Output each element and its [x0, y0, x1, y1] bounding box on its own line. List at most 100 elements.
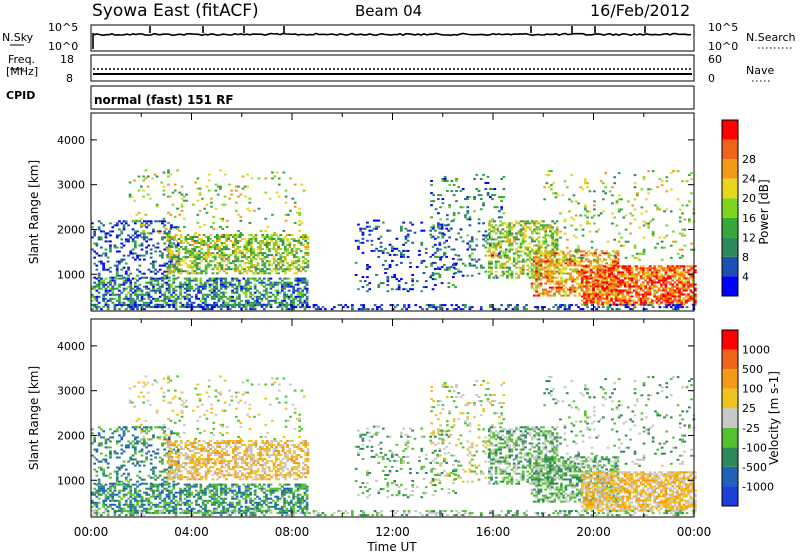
velocity-cell	[106, 497, 110, 500]
velocity-cell	[113, 489, 117, 492]
power-cell	[247, 277, 250, 280]
power-cell	[156, 242, 160, 245]
power-cell	[590, 299, 593, 302]
power-cell	[431, 253, 435, 256]
power-cell	[204, 244, 208, 246]
power-cell	[232, 234, 235, 236]
power-cell	[617, 232, 621, 235]
power-cell	[304, 240, 307, 242]
power-cell	[252, 258, 255, 261]
power-cell	[632, 275, 636, 278]
power-cell	[254, 272, 258, 275]
power-cell	[591, 290, 595, 293]
power-cell	[173, 268, 176, 271]
power-cell	[225, 258, 228, 261]
power-cell	[227, 260, 231, 263]
power-cell	[118, 283, 121, 286]
power-cell	[626, 289, 629, 292]
power-cell	[674, 308, 678, 311]
power-cell	[642, 285, 645, 288]
power-cell	[207, 252, 210, 255]
power-cell	[628, 279, 632, 282]
power-cell	[623, 265, 627, 268]
power-cell	[584, 214, 587, 217]
power-cell	[284, 270, 287, 273]
power-cell	[539, 252, 543, 255]
power-cell	[461, 304, 465, 307]
power-cell	[269, 287, 273, 290]
power-cell	[104, 287, 108, 290]
power-cell	[612, 281, 616, 284]
power-cell	[145, 220, 148, 223]
power-cell	[168, 236, 172, 238]
power-cell	[642, 297, 645, 300]
power-cell	[221, 217, 225, 220]
power-cell	[443, 246, 447, 249]
power-cell	[240, 285, 243, 288]
power-cell	[140, 276, 144, 279]
power-cell	[240, 287, 243, 290]
power-cell	[612, 286, 615, 289]
power-cell	[195, 297, 198, 300]
power-cell	[665, 306, 669, 309]
power-cell	[395, 288, 399, 291]
power-cell	[250, 244, 253, 246]
power-cell	[253, 279, 257, 282]
power-cell	[515, 222, 518, 225]
power-cell	[665, 208, 669, 211]
power-cell	[586, 210, 589, 213]
power-cell	[432, 200, 436, 203]
power-cell	[149, 248, 153, 251]
power-cell	[660, 277, 663, 280]
cpid-panel-frame	[90, 85, 695, 110]
power-cell	[502, 212, 506, 215]
power-cell	[176, 244, 180, 247]
power-cell	[570, 216, 574, 219]
power-cell	[290, 305, 293, 308]
power-cell	[574, 200, 578, 203]
power-cell	[681, 306, 684, 309]
power-cell	[535, 260, 538, 263]
power-cell	[680, 281, 684, 284]
velocity-cell	[95, 491, 99, 494]
power-cell	[278, 291, 282, 294]
power-cell	[420, 229, 424, 232]
power-cell	[337, 304, 341, 307]
power-cell	[106, 299, 110, 302]
power-cell	[213, 242, 217, 244]
power-cell	[277, 195, 281, 198]
power-cell	[510, 276, 514, 279]
power-cell	[172, 287, 176, 290]
power-cell	[583, 301, 586, 304]
power-cell	[386, 276, 390, 279]
power-cell	[431, 235, 435, 238]
power-cell	[613, 238, 616, 241]
velocity-cell	[127, 485, 130, 488]
power-cell	[254, 264, 258, 267]
power-cell	[524, 228, 527, 231]
power-cell	[583, 275, 586, 278]
power-cell	[216, 240, 219, 242]
power-cell	[354, 274, 358, 276]
power-cell	[519, 232, 523, 235]
power-cell	[555, 266, 559, 269]
power-cell	[384, 247, 387, 250]
power-cell	[662, 287, 665, 290]
power-cell	[154, 289, 157, 292]
power-cell	[602, 190, 605, 193]
power-cell	[167, 279, 171, 282]
power-cell	[138, 254, 142, 257]
power-cell	[91, 287, 94, 290]
power-cell	[550, 234, 553, 237]
power-cell	[604, 192, 607, 195]
power-cell	[653, 269, 656, 272]
power-cell	[619, 285, 623, 288]
power-cell	[603, 274, 606, 277]
velocity-cell	[149, 495, 153, 498]
power-cell	[544, 238, 548, 241]
power-cell	[197, 291, 200, 294]
nsky-tick-bottom: 10^0	[48, 40, 78, 53]
power-cell	[146, 193, 150, 196]
power-cell	[664, 267, 668, 270]
